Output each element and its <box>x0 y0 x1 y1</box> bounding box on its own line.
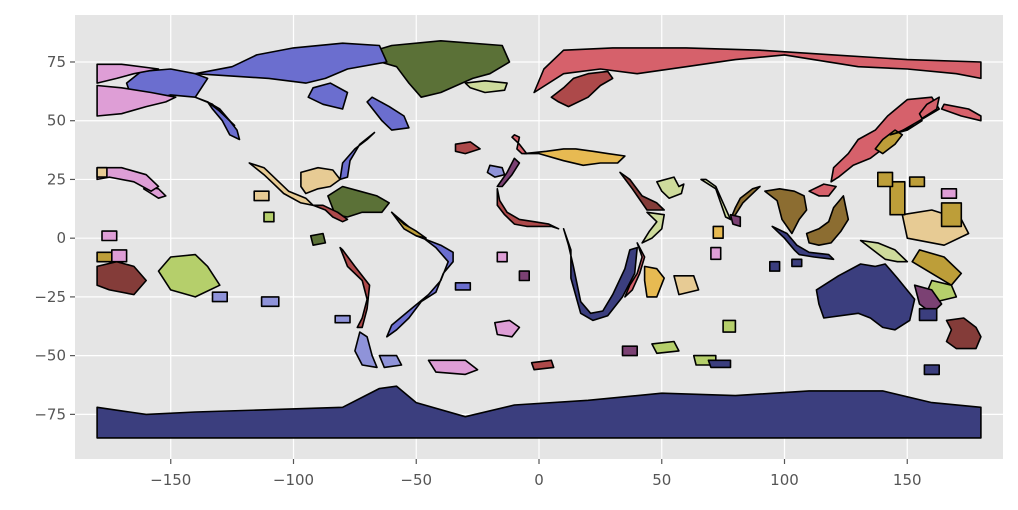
map-region-guam <box>889 181 906 216</box>
y-tick-label: −50 <box>34 347 66 365</box>
map-region-mauritius-area <box>673 274 700 296</box>
map-region-macquarie <box>923 364 941 376</box>
map-region-us-east-coast <box>339 131 376 181</box>
map-region-madagascar <box>643 265 666 298</box>
map-region-heard <box>707 359 732 369</box>
map-region-south-china-sea <box>808 183 837 197</box>
map-region-trindade <box>454 281 472 291</box>
map-region-kuril <box>889 119 923 136</box>
x-tick-label: 50 <box>652 471 671 489</box>
map-region-crozet <box>651 340 680 355</box>
x-tick-label: 150 <box>893 471 922 489</box>
map-region-marshall <box>940 202 963 228</box>
x-tick-label: −150 <box>150 471 191 489</box>
map-region-iceland <box>464 80 508 94</box>
map-region-tuvalu <box>96 251 113 263</box>
map-region-morocco-coast <box>496 157 521 188</box>
map-region-scandinavia <box>550 70 614 108</box>
map-region-pitcairn <box>211 291 228 303</box>
x-tick-label: −100 <box>273 471 314 489</box>
map-region-greenland <box>358 39 511 98</box>
map-region-arabia-coast <box>655 176 685 199</box>
map-region-africa-east-coast <box>562 228 639 322</box>
map-region-cocos <box>768 260 781 272</box>
map-region-japan-pacific <box>874 129 904 155</box>
x-tick-label: 0 <box>534 471 544 489</box>
x-axis-ticks: −150 −100 −50 0 50 100 150 <box>150 459 922 489</box>
map-region-bouvet <box>621 345 639 357</box>
map-region-midway <box>96 166 108 178</box>
map-region-red-sea <box>619 171 666 211</box>
map-region-pacific-north-strip <box>96 166 160 192</box>
map-region-eurasia-arctic <box>533 47 982 94</box>
map-region-south-georgia <box>427 359 479 376</box>
map-region-gulf-of-mexico <box>300 166 341 195</box>
map-region-hudson-bay <box>307 82 349 110</box>
map-region-amsterdam-island <box>722 319 737 333</box>
map-region-south-atlantic-1 <box>493 319 521 338</box>
map-region-marcus <box>908 176 926 188</box>
map-region-north-pacific-coast <box>194 96 236 127</box>
map-region-iberia-coast <box>511 134 528 155</box>
map-region-ascension <box>496 251 508 263</box>
map-region-kiribati-line <box>101 230 118 242</box>
map-region-south-america-west <box>339 246 371 329</box>
map-region-maldives <box>712 225 724 239</box>
map-region-azores <box>454 141 481 155</box>
y-axis-ticks: 75 50 25 0 −25 −50 −75 <box>34 53 75 423</box>
map-region-falklands-area <box>378 354 403 369</box>
map-region-horn-of-africa <box>641 211 666 244</box>
map-region-chukchi <box>96 63 160 84</box>
y-tick-label: 0 <box>56 229 66 247</box>
map-region-gough <box>530 359 555 371</box>
map-region-indonesia-west <box>771 225 835 261</box>
map-region-juan-fernandez <box>334 314 351 324</box>
map-regions <box>96 39 982 439</box>
map-region-north-atlantic-canada <box>366 96 410 131</box>
map-region-clipperton <box>263 211 275 223</box>
map-region-christmas-island <box>791 258 803 268</box>
map-region-kamchatka <box>918 96 941 120</box>
map-region-australia <box>815 263 916 331</box>
y-tick-label: 75 <box>47 53 66 71</box>
map-region-revillagigedo <box>253 190 270 202</box>
map-region-chagos <box>710 246 722 261</box>
map-region-wake <box>940 188 958 199</box>
x-tick-label: 100 <box>770 471 799 489</box>
map-region-sri-lanka-region <box>729 213 742 228</box>
map-region-arctic-canada <box>194 42 388 84</box>
map-region-new-guinea <box>859 239 909 263</box>
map-region-east-africa-coast <box>624 242 646 298</box>
x-tick-label: −50 <box>400 471 432 489</box>
map-region-st-helena <box>518 270 531 282</box>
map-region-south-america-south <box>354 331 378 369</box>
map-region-central-america-pacific <box>312 204 349 223</box>
map-region-new-zealand <box>945 317 982 350</box>
map-region-aleutians-west <box>940 103 982 122</box>
map-region-southeast-asia <box>764 188 808 235</box>
map-region-brazil-north <box>390 211 427 239</box>
map-region-canaries <box>486 164 506 178</box>
map-region-polynesia <box>157 253 221 298</box>
map-region-west-africa-coast <box>496 188 560 230</box>
map-region-galapagos <box>309 232 327 246</box>
map-region-bonin <box>876 171 894 188</box>
map-region-mediterranean <box>523 148 626 167</box>
map-region-lord-howe <box>918 307 938 322</box>
map-region-tokelau <box>111 249 128 263</box>
map-region-borneo-philippines <box>805 195 850 246</box>
y-tick-label: −75 <box>34 405 66 423</box>
y-tick-label: 25 <box>47 170 66 188</box>
y-tick-label: 50 <box>47 112 66 130</box>
map-region-bering-pacific <box>96 84 177 117</box>
map-region-easter-island <box>260 296 280 308</box>
map-region-antarctica <box>96 385 982 439</box>
y-tick-label: −25 <box>34 288 66 306</box>
